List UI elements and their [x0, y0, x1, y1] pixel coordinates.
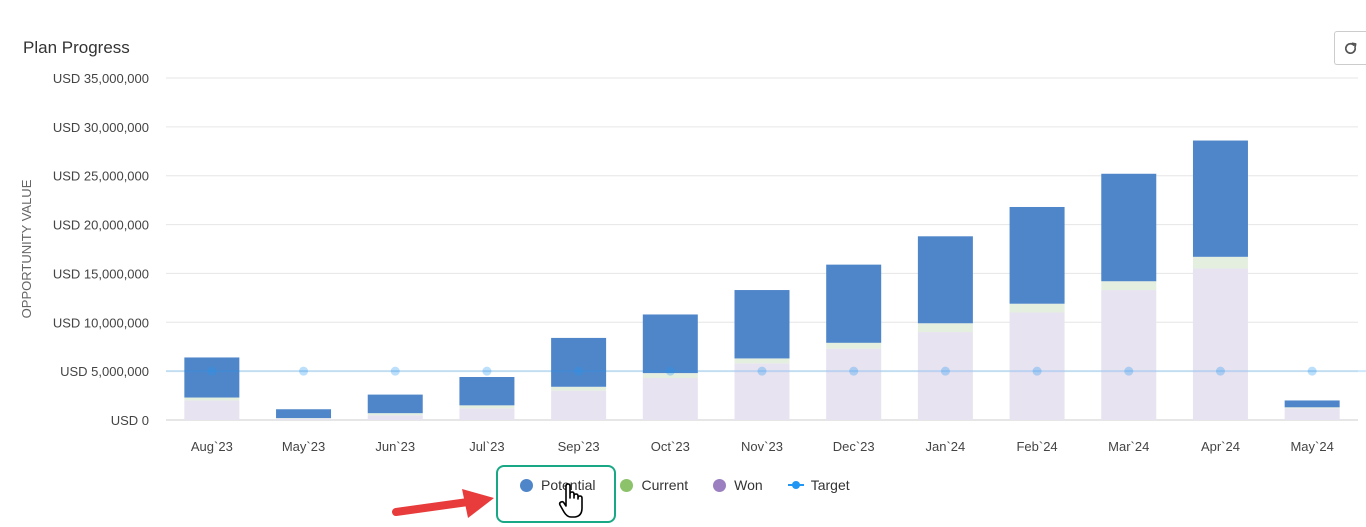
bar-won [734, 363, 790, 420]
target-point [1307, 366, 1317, 376]
bar-current [642, 373, 698, 378]
y-tick-label: USD 20,000,000 [53, 218, 149, 233]
bar-current [1101, 281, 1157, 291]
x-tick-label: Jul`23 [469, 439, 504, 454]
target-point [482, 366, 492, 376]
target-point [1032, 366, 1042, 376]
x-tick-label: Sep`23 [558, 439, 600, 454]
plan-progress-chart: USD 0 USD 5,000,000 USD 10,000,000 USD 15,0… [19, 71, 1366, 454]
bar-won [276, 418, 332, 420]
legend-item-current[interactable]: Current [620, 477, 688, 493]
bar-potential [1101, 173, 1157, 282]
bar-won [459, 408, 515, 420]
bar-won [642, 377, 698, 420]
bar-won [551, 390, 607, 420]
bar-won [367, 415, 423, 420]
bar-potential [367, 394, 423, 414]
bar-won [184, 400, 240, 420]
legend-item-target[interactable]: Target [787, 477, 850, 493]
legend-item-won[interactable]: Won [713, 477, 763, 493]
legend-highlight-box [496, 465, 616, 523]
bar-potential [1009, 206, 1065, 304]
bar-current [184, 397, 240, 401]
bar-current [1192, 256, 1248, 269]
bar-won [917, 332, 973, 420]
x-tick-label: Aug`23 [191, 439, 233, 454]
bar-current [826, 342, 882, 349]
legend-label-current: Current [641, 477, 689, 493]
bar-current [459, 405, 515, 409]
target-point [757, 366, 767, 376]
target-point [940, 366, 950, 376]
x-tick-label: Nov`23 [741, 439, 783, 454]
bar-won [1009, 312, 1065, 420]
bar-potential [184, 357, 240, 398]
y-tick-label: USD 35,000,000 [53, 71, 149, 86]
legend-label-target: Target [810, 477, 850, 493]
target-point [1124, 366, 1134, 376]
bar-potential [276, 409, 332, 419]
bar-potential [917, 236, 973, 324]
bar-current [367, 413, 423, 416]
bar-current [551, 386, 607, 391]
x-tick-label: Dec`23 [833, 439, 875, 454]
bar-potential [734, 290, 790, 359]
y-tick-label: USD 0 [111, 413, 149, 428]
legend-marker-won [713, 478, 727, 492]
bar-potential [826, 264, 882, 343]
legend-marker-current [620, 478, 634, 492]
y-tick-label: USD 25,000,000 [53, 169, 149, 184]
legend-marker-potential [520, 478, 533, 492]
target-point [390, 366, 400, 376]
bar-current [1284, 407, 1340, 409]
y-axis-label: OPPORTUNITY VALUE [19, 179, 34, 318]
bar-current [917, 323, 973, 333]
target-point [849, 366, 859, 376]
x-tick-label: Feb`24 [1016, 439, 1057, 454]
target-point [1215, 366, 1225, 376]
x-tick-label: Apr`24 [1201, 439, 1240, 454]
bar-potential [551, 337, 607, 387]
legend-marker-target [787, 479, 804, 491]
target-point [299, 366, 309, 376]
x-tick-label: May`24 [1290, 439, 1333, 454]
bar-potential [1192, 140, 1248, 257]
bar-won [826, 348, 882, 420]
bar-potential [642, 314, 698, 374]
x-tick-label: May`23 [282, 439, 325, 454]
x-tick-label: Oct`23 [651, 439, 690, 454]
legend-label-won: Won [734, 477, 763, 493]
x-tick-label: Jun`23 [375, 439, 415, 454]
hand-cursor-icon [558, 483, 583, 518]
target-point [207, 366, 217, 376]
y-tick-label: USD 15,000,000 [53, 266, 149, 281]
page-title: Plan Progress [23, 38, 130, 57]
refresh-button[interactable] [1334, 31, 1366, 65]
bar-won [1284, 408, 1340, 420]
red-arrow-icon [392, 489, 494, 518]
x-tick-label: Mar`24 [1108, 439, 1149, 454]
bar-won [1101, 290, 1157, 420]
y-tick-label: USD 5,000,000 [60, 364, 149, 379]
y-tick-label: USD 10,000,000 [53, 315, 149, 330]
x-tick-label: Jan`24 [926, 439, 966, 454]
bar-current [734, 358, 790, 364]
bar-potential [459, 377, 515, 406]
target-point [665, 366, 675, 376]
refresh-icon [1345, 42, 1357, 54]
target-point [574, 366, 584, 376]
bar-current [1009, 303, 1065, 313]
bar-potential [1284, 400, 1340, 408]
y-tick-label: USD 30,000,000 [53, 120, 149, 135]
bar-won [1192, 268, 1248, 420]
